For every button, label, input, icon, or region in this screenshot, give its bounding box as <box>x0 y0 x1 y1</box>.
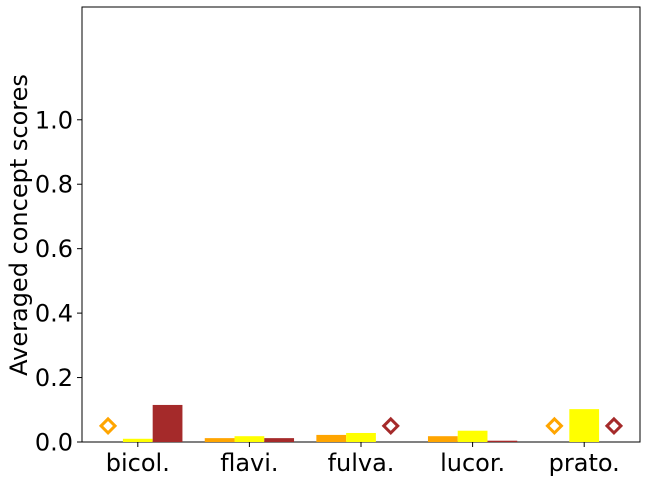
bar <box>427 436 458 442</box>
bar <box>122 438 153 442</box>
diamond-marker <box>381 416 400 436</box>
y-tick-label: 0.8 <box>35 171 73 199</box>
diamond-marker <box>545 416 564 436</box>
bar <box>234 436 265 442</box>
bar <box>152 404 183 442</box>
bar <box>316 434 347 442</box>
bar <box>204 438 235 442</box>
x-tick-label: lucor. <box>440 449 505 477</box>
y-tick-label: 0.0 <box>35 429 73 457</box>
x-tick-label: flavi. <box>220 449 278 477</box>
bar <box>346 432 376 442</box>
y-tick-label: 1.0 <box>35 106 73 134</box>
x-tick-label: bicol. <box>106 449 170 477</box>
bar <box>457 430 488 442</box>
x-tick-label: fulva. <box>328 449 395 477</box>
y-tick-label: 0.4 <box>35 300 73 328</box>
diamond-marker <box>98 416 118 436</box>
plot-area: 0.0 0.2 0.4 0.6 0.8 1.0 bicol. flavi. fulva. luco… <box>35 6 641 477</box>
bar <box>569 409 600 442</box>
y-axis-label: Averaged concept scores <box>5 74 33 376</box>
y-tick-label: 0.2 <box>35 364 73 392</box>
x-tick-label: prato. <box>549 449 620 477</box>
diamond-marker <box>604 416 624 436</box>
bar <box>264 438 295 442</box>
plot-frame <box>81 6 641 443</box>
bar <box>487 440 518 442</box>
y-tick-label: 0.6 <box>35 235 73 263</box>
